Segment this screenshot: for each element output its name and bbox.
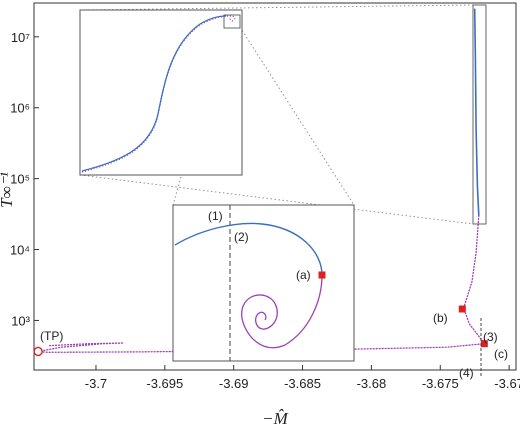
x-tick-label: -3.675	[422, 376, 459, 391]
y-tick-label: 10⁵	[10, 172, 30, 187]
y-tick-label: 10⁷	[11, 30, 30, 45]
x-tick-label: -3.695	[146, 376, 183, 391]
zoom-target-rect	[472, 4, 487, 225]
y-tick-label: 10⁶	[10, 101, 30, 116]
x-tick-label: -3.69	[219, 376, 249, 391]
annotation-3: (3)	[483, 330, 498, 344]
annotation-b: (b)	[433, 311, 448, 325]
series-line-stable	[473, 8, 480, 216]
inset-annotation-2: (2)	[234, 230, 249, 244]
main-markers	[33, 305, 488, 357]
y-tick-label: 10⁴	[10, 243, 30, 258]
marker-tp	[33, 346, 43, 357]
plot-frame	[33, 2, 517, 371]
inset-lower-stable-curve	[174, 222, 323, 276]
inset-upper	[79, 9, 243, 176]
x-ticks: -3.7 -3.695 -3.69 -3.685 -3.68 -3.675 -3.67	[85, 365, 520, 391]
annotation-tp: (TP)	[40, 329, 63, 343]
y-tick-label: 10³	[11, 313, 30, 328]
annotation-4: (4)	[459, 366, 474, 380]
inset-annotation-1: (1)	[208, 209, 223, 223]
marker-a	[318, 271, 326, 279]
connector-line	[79, 4, 474, 11]
inset-lower-frame	[172, 204, 355, 362]
x-tick-label: -3.7	[85, 376, 107, 391]
x-tick-label: -3.67	[494, 376, 520, 391]
inset-annotation-a: (a)	[296, 268, 311, 282]
inset-lower-unstable-curve	[241, 274, 323, 349]
inset-upper-frame	[79, 9, 243, 176]
annotation-c: (c)	[494, 347, 508, 361]
marker-c	[480, 340, 488, 348]
y-axis-label: T̂∞⁻¹	[0, 172, 16, 208]
x-axis-label: −M̂	[262, 409, 288, 428]
inset-upper-stable-curve	[81, 15, 227, 172]
marker-b	[458, 305, 466, 313]
x-tick-label: -3.68	[357, 376, 387, 391]
inset-lower: (1) (2) (a)	[172, 204, 355, 362]
connector-line	[239, 26, 355, 206]
x-tick-label: -3.685	[284, 376, 321, 391]
inset-upper-zoom-rect	[223, 14, 241, 29]
y-ticks: 10³ 10⁴ 10⁵ 10⁶ 10⁷	[10, 30, 39, 328]
inset-upper-unstable-curve	[81, 15, 236, 173]
